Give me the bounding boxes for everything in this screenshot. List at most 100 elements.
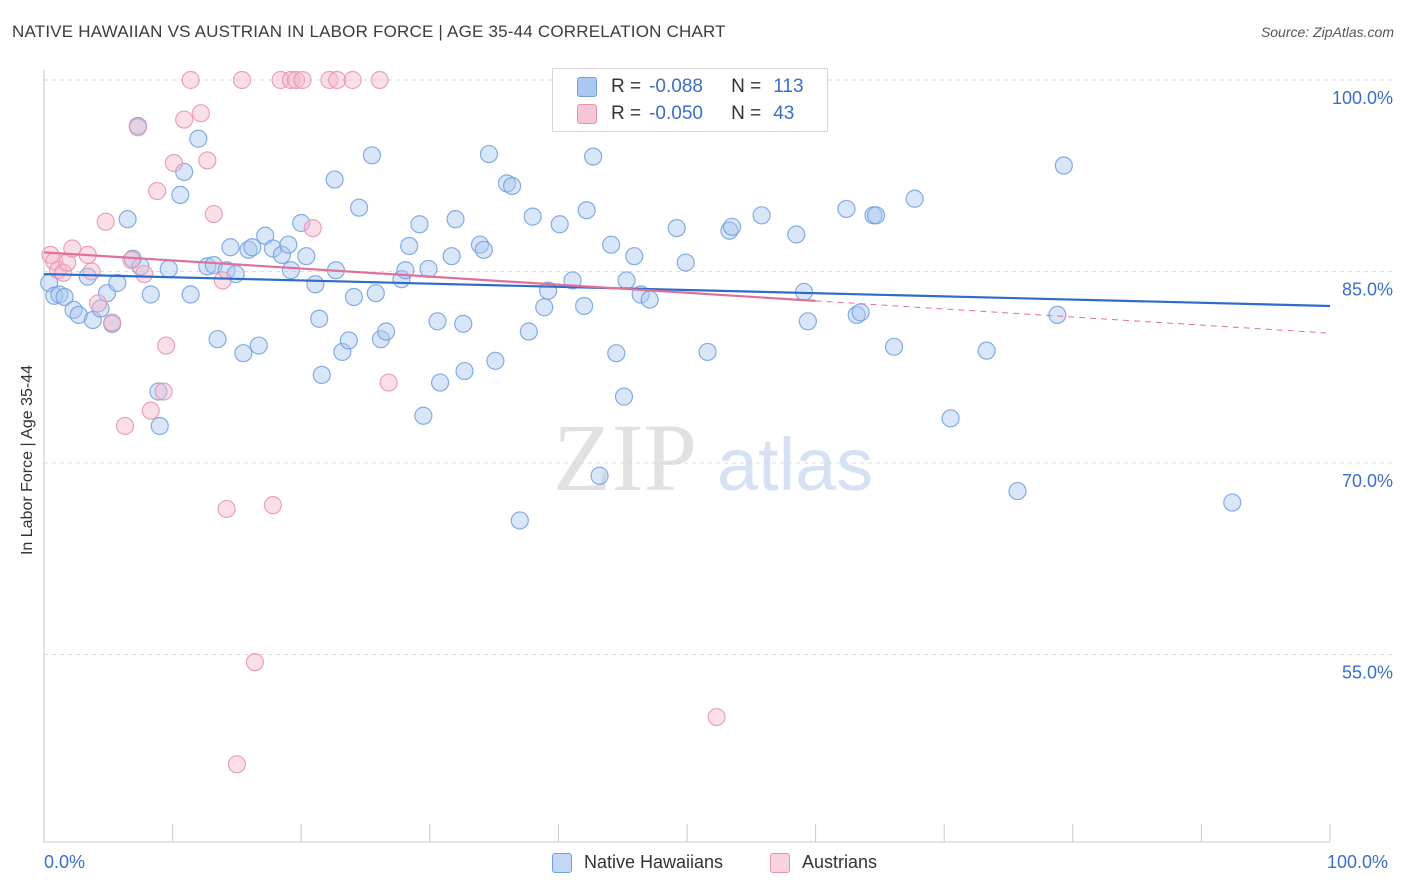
y-tick-label: 85.0% (1342, 280, 1393, 300)
native-hawaiian-point (698, 342, 717, 362)
bottom-legend-native-hawaiians: Native Hawaiians (552, 852, 723, 873)
native-hawaiian-point (787, 225, 806, 244)
native-hawaiian-point (243, 238, 262, 257)
austrian-point (320, 70, 339, 90)
austrian-point (128, 118, 147, 137)
native-hawaiian-point (312, 365, 331, 385)
native-hawaiian-point (442, 247, 461, 266)
chart-title: NATIVE HAWAIIAN VS AUSTRIAN IN LABOR FOR… (12, 22, 726, 41)
watermark-zip: ZIP (553, 404, 697, 511)
native-hawaiian-point (722, 217, 742, 236)
austrian-point (213, 271, 232, 290)
native-hawaiian-point (410, 215, 429, 234)
native-hawaiian-point (474, 240, 493, 259)
native-hawaiian-point (479, 144, 499, 164)
austrian-point (217, 499, 236, 519)
native-hawaiian-point (428, 312, 447, 331)
austrian-point (135, 264, 154, 284)
native-hawaiian-point (535, 298, 554, 317)
bottom-legend-label: Native Hawaiians (584, 852, 724, 872)
native-hawaiian-point (455, 361, 474, 381)
native-hawaiian-point (617, 271, 636, 290)
austrian-point (204, 204, 223, 224)
native-hawaiian-trend-line (43, 272, 1331, 308)
austrian-point (198, 151, 217, 170)
austrian-point (286, 70, 306, 90)
native-hawaiian-point (497, 174, 517, 193)
native-hawaiian-point (625, 247, 644, 266)
native-hawaiian-point (91, 299, 110, 318)
x-tick-label-max: 100.0% (1327, 852, 1389, 872)
native-hawaiian-point (234, 344, 253, 363)
austrian-point (122, 250, 141, 270)
native-hawaiian-point (376, 322, 396, 341)
austrian-point (96, 212, 115, 231)
legend-r-label: R = (611, 76, 642, 97)
native-hawaiian-point (281, 261, 301, 280)
watermark-atlas: atlas (717, 423, 873, 506)
y-tick-label: 55.0% (1342, 663, 1393, 683)
native-hawaiian-point (333, 342, 352, 362)
native-hawaiian-point (108, 273, 127, 293)
native-hawaiian-point (866, 206, 886, 225)
native-hawaiian-point (602, 235, 621, 254)
native-hawaiian-point (1048, 305, 1067, 325)
native-hawaiian-point (55, 287, 74, 307)
native-hawaiian-point (362, 146, 382, 165)
austrian-point (707, 707, 726, 727)
source-credit: Source: ZipAtlas.com (1260, 24, 1394, 40)
native-hawaiian-point (208, 330, 227, 349)
native-hawaiian-point (667, 218, 686, 238)
austrian-point (293, 70, 312, 90)
native-hawaiian-point (349, 198, 369, 217)
native-hawaiian-point (577, 201, 596, 220)
austrian-trend-extension (815, 300, 1331, 334)
native-hawaiian-point (905, 189, 924, 208)
native-hawaiian-point (798, 312, 817, 331)
native-hawaiian-point (69, 305, 88, 325)
native-hawaiian-point (366, 284, 385, 303)
native-hawaiian-point (884, 337, 904, 356)
austrian-point (103, 313, 122, 332)
native-hawaiian-point (150, 416, 169, 436)
native-hawaiian-point (676, 253, 695, 272)
austrian-point (343, 70, 362, 90)
austrian-point (263, 496, 283, 515)
native-hawaiian-point (344, 287, 364, 307)
native-hawaiian-point (279, 235, 298, 254)
native-hawaiian-point (486, 351, 505, 370)
legend-n-label: N = (731, 76, 762, 97)
austrian-point (181, 70, 200, 90)
native-hawaiian-point (306, 275, 325, 294)
legend-r-value: -0.088 (649, 76, 703, 97)
austrian-point (232, 70, 252, 90)
native-hawaiian-point (50, 285, 69, 304)
native-hawaiian-point (614, 387, 634, 406)
native-hawaiian-point (607, 344, 626, 363)
native-hawaiian-point (977, 341, 996, 360)
pink-swatch-icon (577, 104, 597, 124)
native-hawaiian-point (550, 215, 569, 234)
legend-n-label: N = (731, 103, 762, 124)
austrian-point (157, 336, 176, 355)
austrian-point (148, 181, 167, 201)
legend-row-austrians: R = -0.050 N = 43 (577, 102, 794, 126)
pink-swatch-icon (770, 852, 790, 873)
native-hawaiian-point (837, 199, 856, 219)
austrian-point (379, 373, 398, 392)
austrian-point (175, 110, 194, 129)
native-hawaiian-point (310, 309, 329, 328)
native-hawaiian-point (189, 129, 208, 148)
blue-swatch-icon (577, 77, 597, 97)
native-hawaiian-point (263, 239, 283, 258)
native-hawaiian-point (419, 259, 438, 279)
legend-n-value: 113 (773, 76, 804, 97)
y-tick-label: 100.0% (1332, 88, 1393, 108)
native-hawaiian-point (851, 303, 870, 322)
native-hawaiian-point (221, 238, 240, 257)
native-hawaiian-point (414, 406, 433, 425)
native-hawaiian-point (519, 322, 538, 341)
native-hawaiian-point (510, 511, 529, 530)
native-hawaiian-point (1223, 493, 1242, 512)
